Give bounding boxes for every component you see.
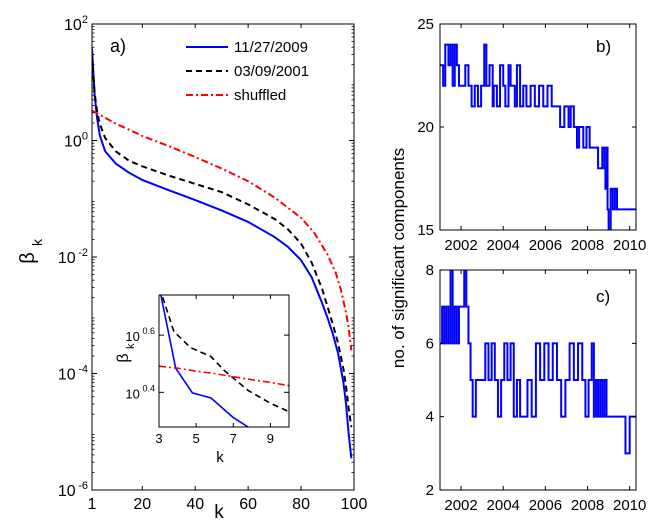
y-tick-label-base: 10 <box>58 250 76 267</box>
x-tick-label: 3 <box>155 431 162 446</box>
series-line-11-27-2009-0 <box>92 48 353 459</box>
series-line-03-09-2001-1 <box>92 56 353 428</box>
y-tick-label-exponent: 0 <box>82 131 88 143</box>
x-tick-label: 40 <box>186 496 204 513</box>
y-tick-label: 25 <box>417 16 434 33</box>
y-axis-label-subscript: k <box>29 238 45 246</box>
x-tick-label: 2006 <box>529 497 562 514</box>
y-axis-label: no. of significant components <box>389 148 408 368</box>
y-tick-label: 6 <box>426 335 434 352</box>
x-tick-label: 2010 <box>613 237 646 254</box>
series-line-11-27-2009-0 <box>160 295 249 427</box>
series-line-shuffled-2 <box>159 365 289 387</box>
x-axis-label: k <box>214 502 224 521</box>
x-tick-label: 7 <box>230 431 237 446</box>
legend: 11/27/2009 03/09/2001 shuffled <box>186 39 309 104</box>
y-tick-label-base: 10 <box>58 367 76 384</box>
inset-y-axis-label-subscript: k <box>125 343 137 349</box>
y-tick-label: 15 <box>417 222 434 239</box>
y-tick-label-exponent: -2 <box>78 247 88 259</box>
y-tick-label-base: 10 <box>64 17 82 34</box>
legend-entry: shuffled <box>234 87 286 104</box>
x-tick-label: 2010 <box>613 497 646 514</box>
panel-b-chart: 2002 2004 2006 2008 2010 15 20 25 b) no. of signi… <box>389 16 646 368</box>
y-axis-label-group: βk <box>17 238 45 264</box>
panel-label: c) <box>596 287 610 306</box>
y-tick-label-base: 10 <box>125 386 139 401</box>
y-tick-label-exponent: -4 <box>78 364 88 376</box>
inset-x-axis-label: k <box>216 449 224 466</box>
inset-y-axis-label-group: βk <box>115 343 137 363</box>
series-line-blue-0 <box>440 270 636 455</box>
x-tick-label: 2006 <box>529 237 562 254</box>
x-tick-label: 2004 <box>487 237 520 254</box>
panel-label: a) <box>110 36 126 56</box>
y-tick-label-base: 10 <box>64 134 82 151</box>
x-tick-label: 100 <box>341 496 368 513</box>
inset-y-axis-label: β <box>115 353 132 362</box>
x-tick-label: 2002 <box>444 497 477 514</box>
y-tick-label-exponent: 0.4 <box>142 383 155 393</box>
panel-label: b) <box>596 37 611 56</box>
inset-background <box>159 295 289 427</box>
y-tick-label-exponent: 2 <box>82 14 88 26</box>
series-line-shuffled-2 <box>92 110 353 351</box>
axes-frame <box>158 294 290 428</box>
legend-entry: 03/09/2001 <box>234 63 309 80</box>
legend-entry: 11/27/2009 <box>234 39 308 56</box>
x-tick-label: 2004 <box>487 497 520 514</box>
x-tick-label: 2002 <box>444 237 477 254</box>
y-tick-label: 2 <box>426 482 434 499</box>
x-tick-label: 1 <box>88 496 97 513</box>
y-tick-label-exponent: 0.6 <box>142 326 155 336</box>
x-tick-label: 2008 <box>571 237 604 254</box>
y-tick-label: 8 <box>426 262 434 279</box>
x-tick-label: 2008 <box>571 497 604 514</box>
x-tick-label: 9 <box>267 431 274 446</box>
y-tick-label-base: 10 <box>125 329 139 344</box>
y-tick-label-exponent: -6 <box>78 480 88 492</box>
x-tick-label: 5 <box>193 431 200 446</box>
y-axis-label: β <box>17 252 39 264</box>
panel-c-chart: 2002 2004 2006 2008 2010 2 4 6 8 c) <box>426 262 647 514</box>
x-tick-label: 80 <box>292 496 310 513</box>
series-line-blue-0 <box>440 43 636 230</box>
axes-frame <box>439 269 637 491</box>
x-tick-label: 20 <box>133 496 151 513</box>
y-tick-label-base: 10 <box>58 483 76 500</box>
series-line-03-09-2001-1 <box>161 297 289 413</box>
shared-y-axis-label-group: no. of significant components <box>389 148 408 368</box>
y-tick-label: 20 <box>417 119 434 136</box>
x-tick-label: 60 <box>239 496 257 513</box>
y-tick-label: 4 <box>426 409 434 426</box>
